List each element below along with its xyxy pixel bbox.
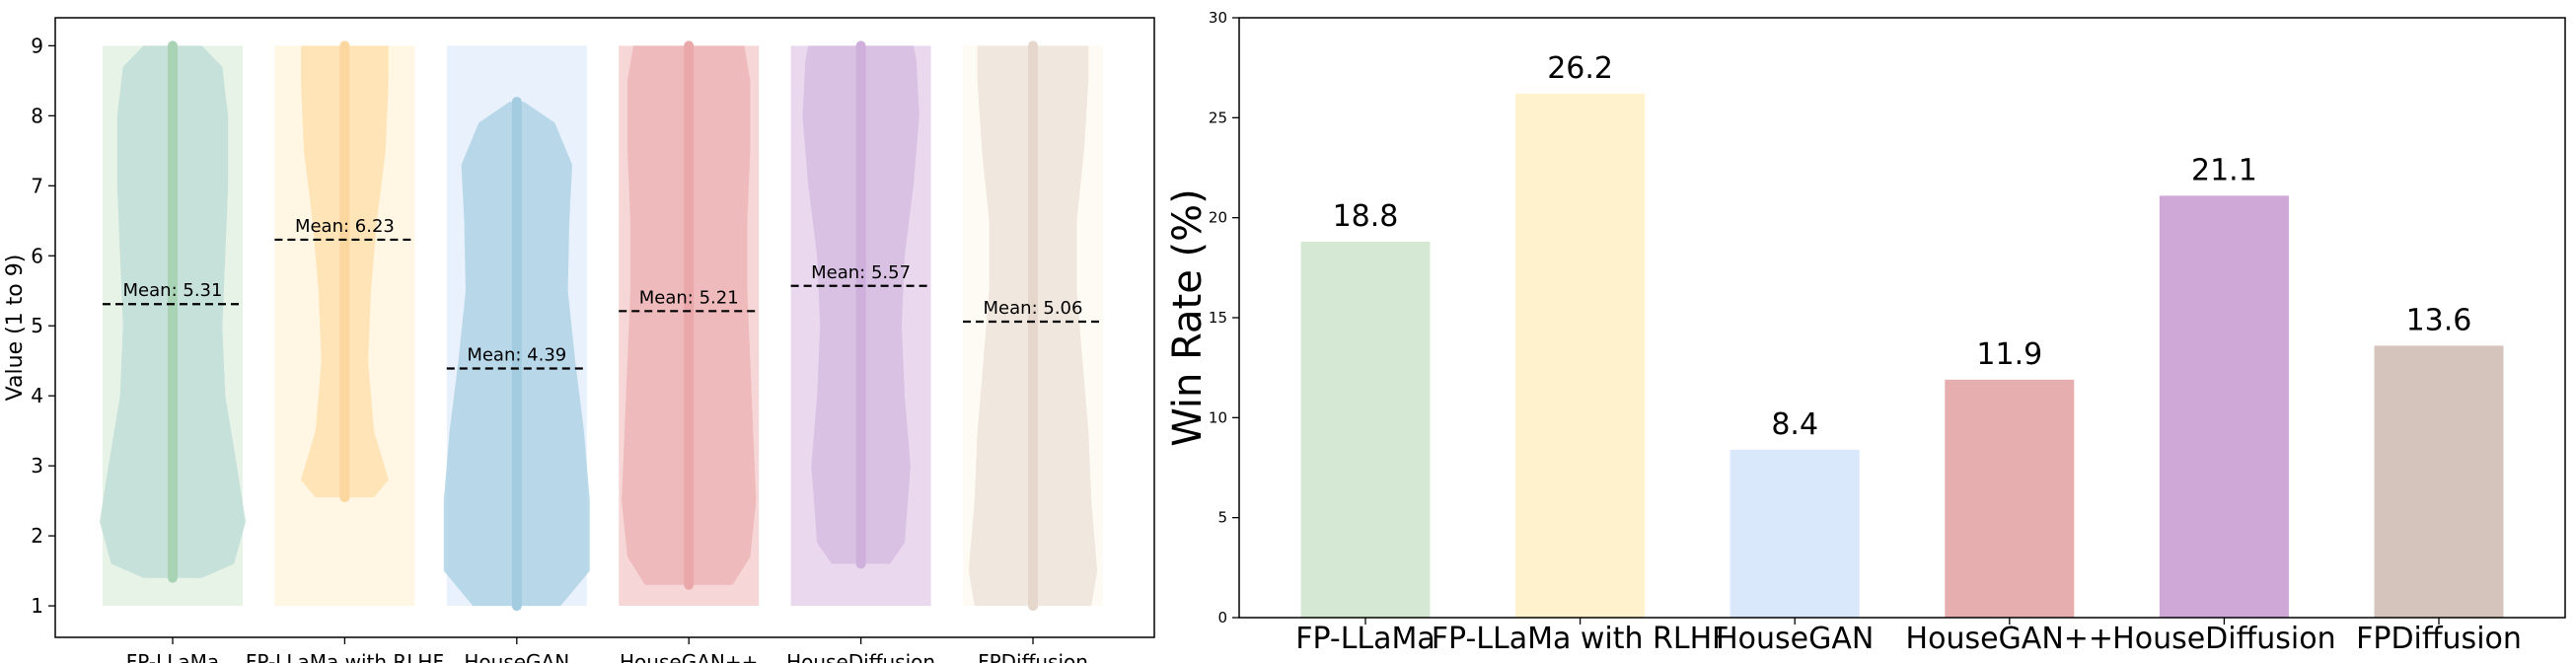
violin-y-axis: 1 2 3 4 5 6 7 8 9: [31, 34, 55, 618]
bar-y-tick-label: 25: [1209, 109, 1227, 126]
bar: [1945, 379, 2075, 618]
bar-y-axis: 0 5 10 15 20 25 30: [1209, 9, 1239, 626]
bar-x-tick-label: FPDiffusion: [2356, 622, 2522, 656]
violin-y-tick-label: 4: [31, 384, 43, 407]
violin-y-tick-label: 8: [31, 104, 43, 127]
violin-x-tick-label: HouseGAN: [464, 650, 569, 663]
bar: [2374, 345, 2504, 618]
violin-y-tick-label: 1: [31, 594, 43, 618]
bar-y-tick-label: 30: [1209, 9, 1227, 27]
bar-y-tick-label: 20: [1209, 209, 1227, 227]
bar-x-tick-label: HouseGAN: [1716, 622, 1874, 656]
bar-value-label: 26.2: [1547, 51, 1613, 86]
violin-chart-panel: Mean: 5.31 Mean: 6.23 Mean: 4.39 Mean: 5.21…: [3, 17, 1155, 663]
violin-mean-label: Mean: 5.06: [984, 298, 1083, 319]
bar-value-label: 13.6: [2406, 303, 2472, 337]
violin-mean-lines: Mean: 5.31 Mean: 6.23 Mean: 4.39 Mean: 5.21…: [103, 216, 1103, 370]
bar: [1730, 449, 1860, 618]
bar: [2159, 195, 2289, 618]
bar-value-label: 18.8: [1333, 199, 1399, 234]
bar: [1515, 94, 1646, 619]
violin-mean-label: Mean: 5.21: [639, 287, 739, 308]
bar-marks: [1300, 94, 2504, 619]
violin-y-tick-label: 6: [31, 244, 43, 267]
violin-y-tick-label: 2: [31, 524, 43, 548]
bar-x-tick-label: HouseDiffusion: [2112, 622, 2335, 656]
violin-y-tick-label: 3: [31, 454, 43, 478]
violin-mean-label: Mean: 4.39: [467, 345, 566, 366]
bar: [1300, 241, 1431, 618]
bar-y-tick-label: 0: [1217, 609, 1227, 626]
violin-y-tick-label: 7: [31, 174, 43, 197]
bar-value-label: 8.4: [1771, 407, 1818, 442]
violin-background-boxes: [103, 45, 1103, 607]
violin-strips: [168, 40, 1038, 612]
violin-y-axis-label: Value (1 to 9): [3, 255, 28, 402]
violin-x-tick-label: HouseGAN++: [620, 650, 758, 663]
violin-x-tick-label: HouseDiffusion: [786, 650, 935, 663]
bar-y-tick-label: 5: [1217, 509, 1227, 527]
violin-mean-label: Mean: 5.57: [811, 262, 911, 283]
bar-plot-frame: [1238, 17, 2566, 619]
violin-x-tick-label: FPDiffusion: [978, 650, 1088, 663]
violin-mean-label: Mean: 6.23: [295, 216, 395, 237]
bar-value-label: 21.1: [2191, 153, 2257, 187]
bar-x-tick-label: HouseGAN++: [1906, 622, 2114, 656]
violin-shapes: [100, 45, 1098, 607]
violin-x-tick-label: FP-LLaMa with RLHF: [246, 650, 444, 663]
bar-chart-panel: 18.8 26.2 8.4 11.9 21.1 13.6 0 5 10 15 20 25 30 FP-…: [1165, 9, 2566, 656]
bar-x-tick-label: FP-LLaMa: [1295, 622, 1435, 656]
violin-mean-label: Mean: 5.31: [123, 280, 223, 301]
bar-value-labels: 18.8 26.2 8.4 11.9 21.1 13.6: [1333, 51, 2472, 442]
bar-x-tick-label: FP-LLaMa with RLHF: [1432, 622, 1730, 656]
bar-y-tick-label: 15: [1209, 309, 1227, 327]
violin-y-tick-label: 9: [31, 34, 43, 57]
bar-y-tick-label: 10: [1209, 408, 1227, 426]
violin-y-tick-label: 5: [31, 314, 43, 337]
violin-plot-frame: [54, 17, 1155, 638]
violin-x-tick-label: FP-LLaMa: [126, 650, 219, 663]
violin-x-axis: FP-LLaMa FP-LLaMa with RLHF HouseGAN HouseG…: [126, 637, 1088, 663]
bar-value-label: 11.9: [1976, 337, 2042, 372]
bar-y-axis-label: Win Rate (%): [1165, 188, 1211, 447]
